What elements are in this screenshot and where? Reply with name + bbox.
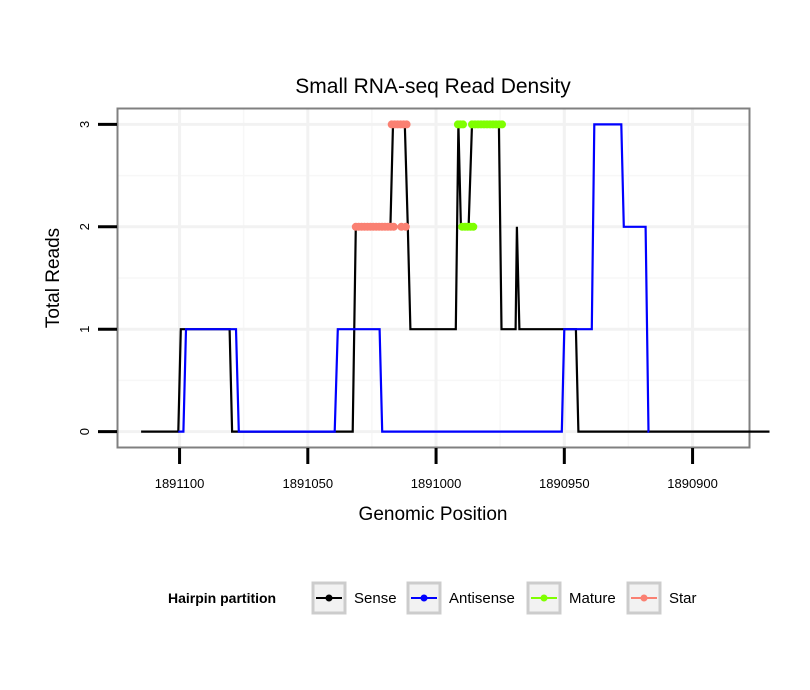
x-tick-label: 1891100: [155, 476, 205, 491]
legend-key-point: [420, 594, 428, 602]
legend-entry-star: Star: [626, 581, 697, 615]
plot-gridlines: [118, 109, 749, 447]
legend-label: Antisense: [449, 590, 515, 607]
y-axis-label: Total Reads: [43, 228, 64, 328]
antisense-series-line: [178, 123, 650, 433]
star-point: [402, 120, 411, 129]
plot-panel-border: [116, 107, 751, 449]
legend-entry-sense: Sense: [311, 581, 397, 615]
legend: Hairpin partition Sense Antisense Mature St…: [168, 581, 697, 615]
legend-label: Star: [669, 590, 697, 607]
legend-label: Sense: [354, 590, 397, 607]
x-tick-label: 1890950: [539, 476, 590, 491]
legend-title: Hairpin partition: [168, 590, 276, 606]
legend-key-point: [325, 594, 333, 602]
sense-series-line: [141, 123, 770, 433]
legend-entries: Sense Antisense Mature Star: [311, 581, 697, 615]
plot-series: [141, 120, 770, 433]
x-axis-label: Genomic Position: [359, 504, 508, 525]
legend-label: Mature: [569, 590, 616, 607]
legend-key-point: [540, 594, 548, 602]
x-tick-label: 1891050: [283, 476, 334, 491]
y-tick-label: 2: [77, 223, 92, 230]
x-tick-label: 1890900: [667, 476, 718, 491]
y-tick-label: 0: [77, 428, 92, 435]
star-point: [401, 222, 410, 231]
plot-axes: 1891100 1891050 1891000 1890950 1890900 0 1 2 3: [77, 121, 718, 491]
legend-entry-mature: Mature: [526, 581, 616, 615]
y-tick-label: 3: [77, 121, 92, 128]
x-tick-label: 1891000: [411, 476, 462, 491]
mature-point: [459, 120, 467, 129]
legend-entry-antisense: Antisense: [406, 581, 515, 615]
chart-title: Small RNA-seq Read Density: [295, 75, 571, 98]
legend-key-point: [640, 594, 648, 602]
star-point: [389, 222, 398, 231]
mature-point: [498, 120, 506, 129]
y-tick-label: 1: [77, 326, 92, 333]
mature-point: [469, 222, 478, 231]
